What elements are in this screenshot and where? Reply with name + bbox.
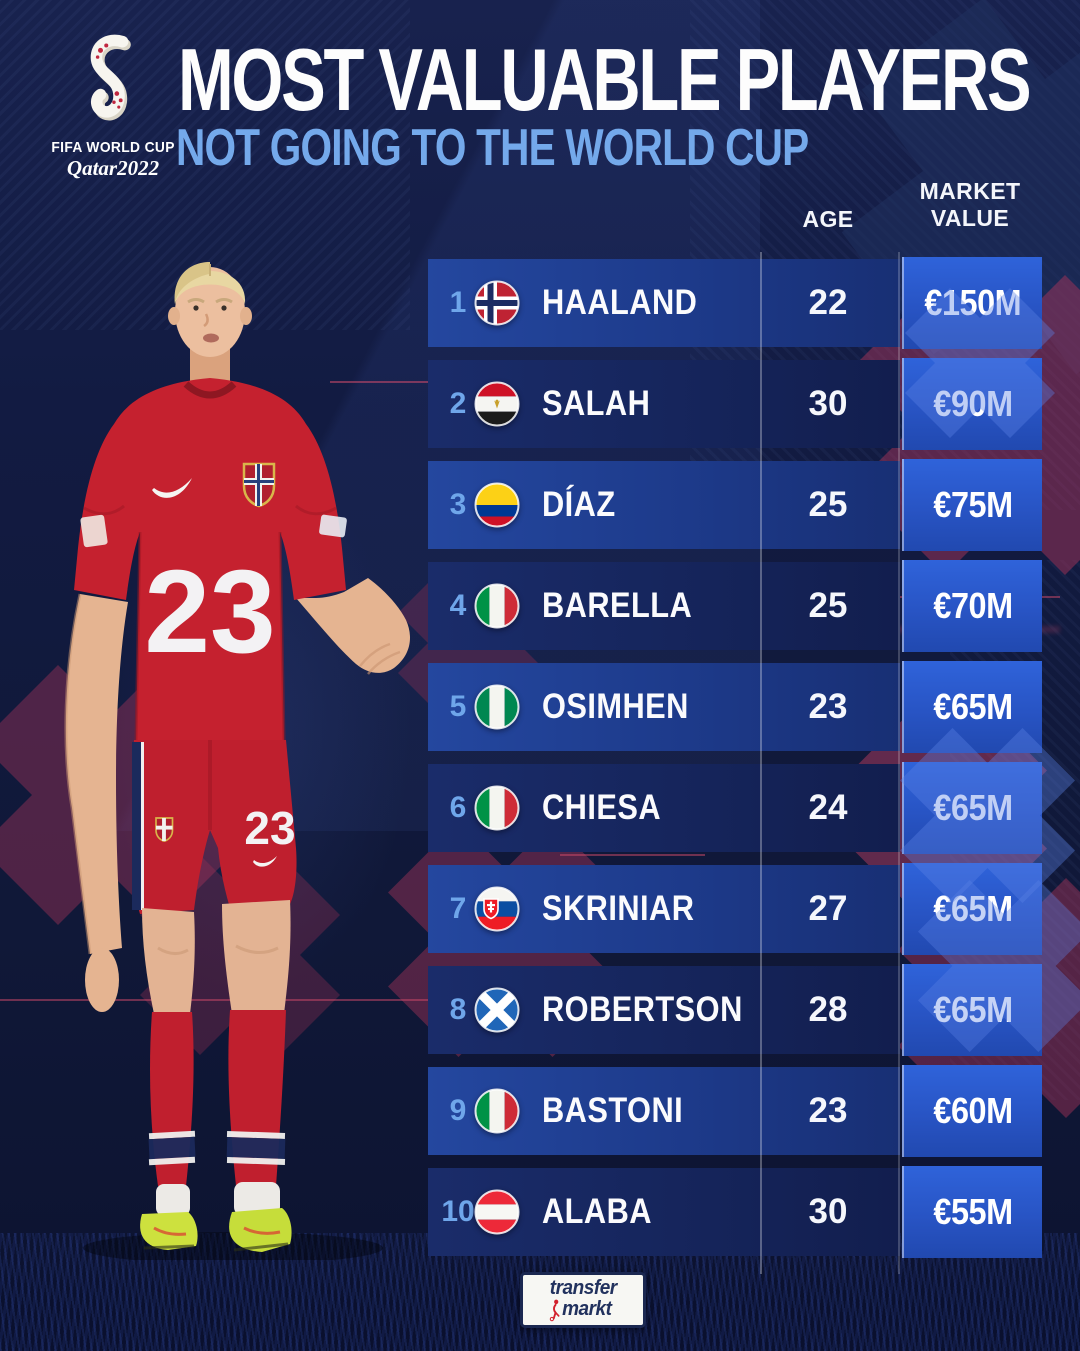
table-row: 2 SALAH 30 €90M xyxy=(428,358,1042,450)
table-row: 8 ROBERTSON 28 €65M xyxy=(428,964,1042,1056)
player-name: DÍAZ xyxy=(542,485,616,524)
transfermarkt-logo: transfer markt xyxy=(520,1272,646,1328)
flag-nigeria-icon xyxy=(474,684,520,730)
flag-colombia-icon xyxy=(474,482,520,528)
player-age: 24 xyxy=(808,788,848,827)
market-value-box: €70M xyxy=(902,560,1042,652)
table-row: 4 BARELLA 25 €70M xyxy=(428,560,1042,652)
qatar-2022-emblem-icon xyxy=(90,34,131,121)
market-value-box: €90M xyxy=(902,358,1042,450)
player-age: 25 xyxy=(808,586,848,625)
player-age: 27 xyxy=(808,889,848,928)
player-name: ALABA xyxy=(542,1192,652,1231)
player-name: BASTONI xyxy=(542,1091,684,1130)
market-value-box: €150M xyxy=(902,257,1042,349)
rank-number: 2 xyxy=(449,387,467,420)
red-accent-line xyxy=(0,999,487,1001)
market-value-box: €55M xyxy=(902,1166,1042,1258)
player-backlight-glow xyxy=(20,350,480,1110)
player-name: OSIMHEN xyxy=(542,687,689,726)
market-value-box: €60M xyxy=(902,1065,1042,1157)
column-header-age: AGE xyxy=(802,206,854,232)
footballer-icon xyxy=(549,1299,560,1321)
player-age: 30 xyxy=(808,384,848,423)
flag-italy-icon xyxy=(474,785,520,831)
rank-number: 9 xyxy=(449,1094,467,1127)
brand-line2: markt xyxy=(549,1298,612,1322)
column-header-market-value: MARKET VALUE xyxy=(900,178,1040,232)
player-name: SALAH xyxy=(542,384,651,423)
player-age: 28 xyxy=(808,990,848,1029)
market-header-line2: VALUE xyxy=(930,205,1010,231)
player-name: CHIESA xyxy=(542,788,662,827)
flag-egypt-icon xyxy=(474,381,520,427)
table-row: 5 OSIMHEN 23 €65M xyxy=(428,661,1042,753)
player-age: 23 xyxy=(808,1091,848,1130)
rank-number: 5 xyxy=(449,690,467,723)
rank-number: 10 xyxy=(441,1195,475,1228)
ranking-table: 1 HAALAND 22 €150M 2 SALAH 30 xyxy=(428,257,1042,1269)
flag-italy-icon xyxy=(474,583,520,629)
qatar-2022-wordmark: Qatar2022 xyxy=(66,156,160,180)
flag-scotland-icon xyxy=(474,987,520,1033)
market-value-box: €65M xyxy=(902,661,1042,753)
rank-number: 4 xyxy=(449,589,467,622)
flag-italy-icon xyxy=(474,1088,520,1134)
player-name: BARELLA xyxy=(542,586,693,625)
player-name: ROBERTSON xyxy=(542,990,743,1029)
page-title: MOST VALUABLE PLAYERS xyxy=(178,30,1032,129)
table-row: 6 CHIESA 24 €65M xyxy=(428,762,1042,854)
flag-norway-icon xyxy=(474,280,520,326)
market-header-line1: MARKET xyxy=(919,178,1021,204)
flag-austria-icon xyxy=(474,1189,520,1235)
rank-number: 1 xyxy=(449,286,467,319)
player-name: HAALAND xyxy=(542,283,698,322)
brand-line1: transfer xyxy=(549,1276,617,1299)
table-row: 1 HAALAND 22 €150M xyxy=(428,257,1042,349)
market-value-box: €65M xyxy=(902,964,1042,1056)
player-age: 25 xyxy=(808,485,848,524)
x-decoration xyxy=(0,665,240,925)
rank-number: 8 xyxy=(449,993,467,1026)
fifa-wordmark: FIFA WORLD CUP xyxy=(51,139,175,156)
market-value-box: €75M xyxy=(902,459,1042,551)
player-age: 30 xyxy=(808,1192,848,1231)
table-row: 7 SKRINIAR 27 €65M xyxy=(428,863,1042,955)
flag-slovakia-icon xyxy=(474,886,520,932)
table-row: 10 ALABA 30 €55M xyxy=(428,1166,1042,1258)
player-age: 23 xyxy=(808,687,848,726)
player-photo: 23 23 xyxy=(64,262,410,1260)
player-name: SKRINIAR xyxy=(542,889,695,928)
market-value-box: €65M xyxy=(902,762,1042,854)
table-row: 3 DÍAZ 25 €75M xyxy=(428,459,1042,551)
shorts-number: 23 xyxy=(244,802,295,854)
player-age: 22 xyxy=(808,283,848,322)
jersey-number: 23 xyxy=(144,546,275,678)
table-row: 9 BASTONI 23 €60M xyxy=(428,1065,1042,1157)
rank-number: 7 xyxy=(449,892,467,925)
rank-number: 3 xyxy=(449,488,467,521)
rank-number: 6 xyxy=(449,791,467,824)
fifa-world-cup-logo: FIFA WORLD CUP Qatar2022 xyxy=(38,34,188,181)
market-value-box: €65M xyxy=(902,863,1042,955)
page-subtitle: NOT GOING TO THE WORLD CUP xyxy=(176,119,809,177)
x-decoration xyxy=(140,855,340,1055)
